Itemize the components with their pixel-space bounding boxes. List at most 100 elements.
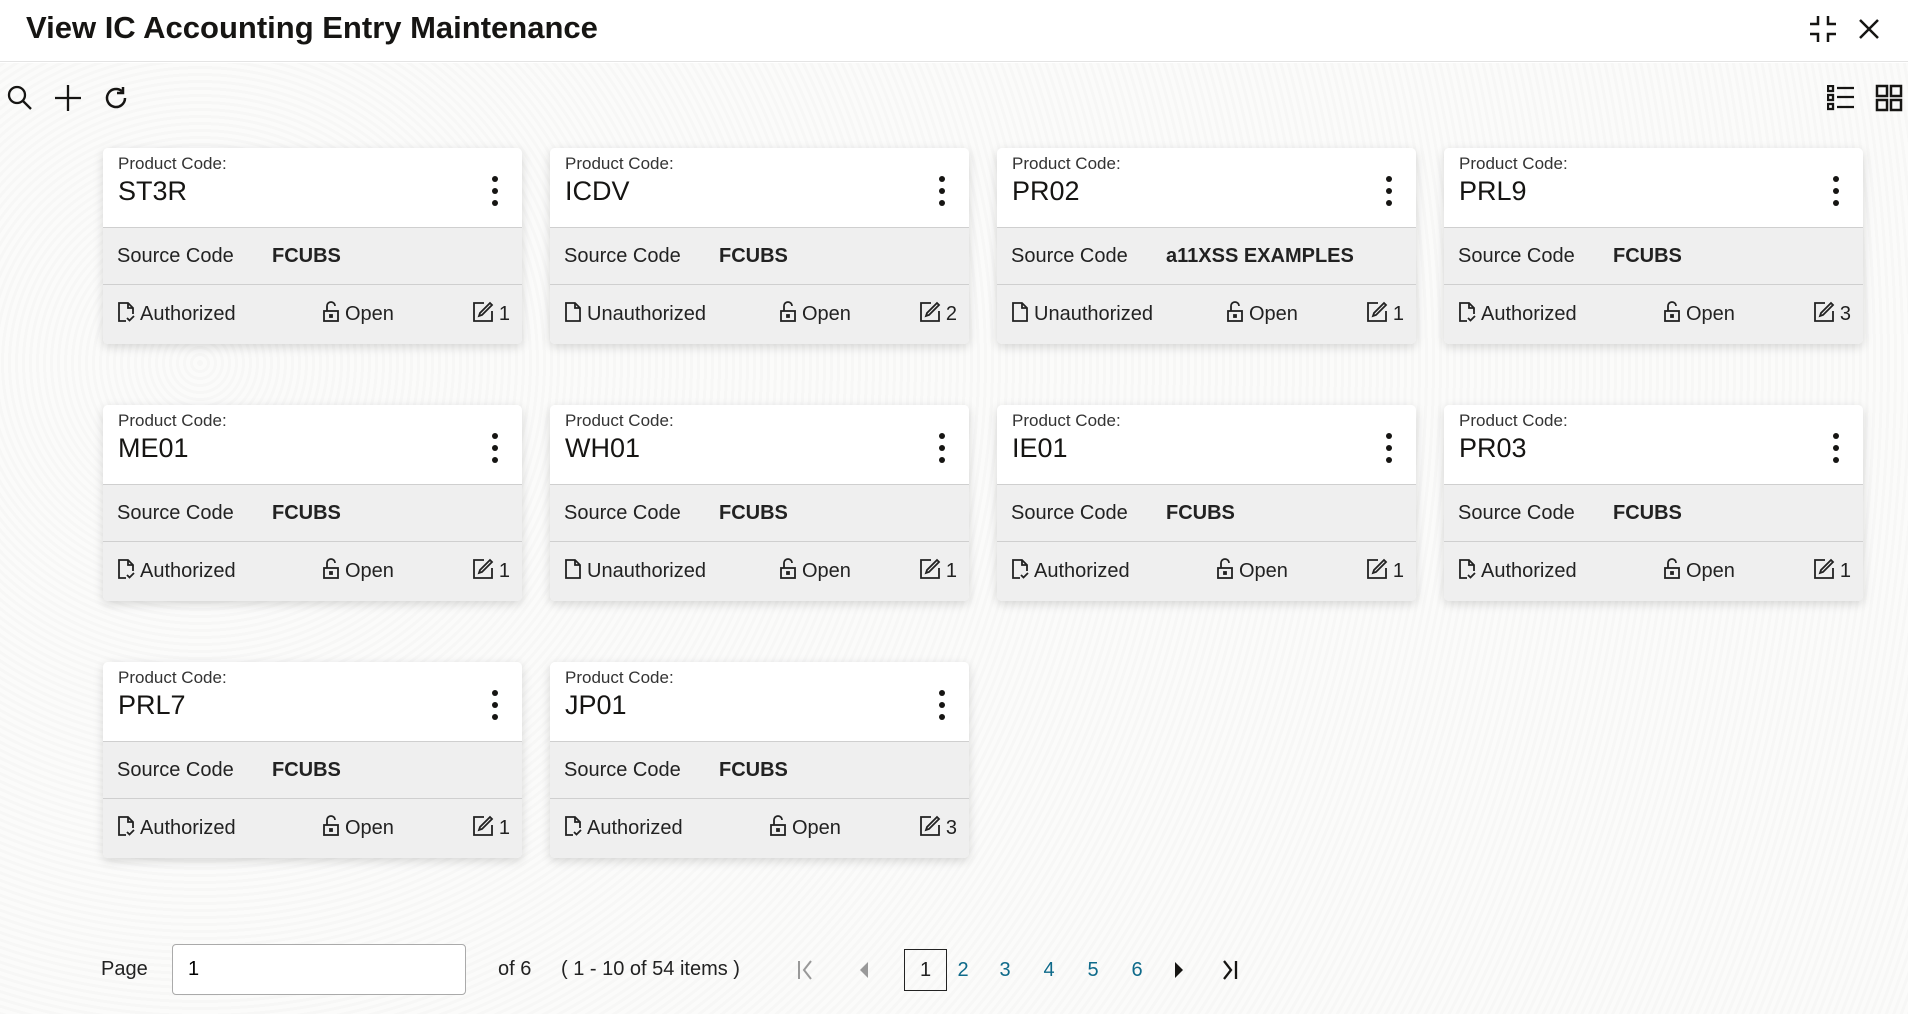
source-code-row: Source Code FCUBS bbox=[1444, 228, 1863, 285]
source-code-label: Source Code bbox=[117, 758, 234, 781]
source-code-row: Source Code FCUBS bbox=[1444, 485, 1863, 542]
record-status: Open bbox=[802, 303, 851, 325]
more-options-icon[interactable] bbox=[1831, 433, 1841, 463]
card-footer: Unauthorized Open 1 bbox=[997, 285, 1416, 344]
product-card[interactable]: Product Code: PRL9 Source Code FCUBS Aut… bbox=[1444, 148, 1863, 344]
product-code-label: Product Code: bbox=[118, 411, 227, 430]
minimize-icon[interactable] bbox=[1806, 12, 1840, 46]
product-code-label: Product Code: bbox=[1459, 154, 1568, 173]
version-count: 3 bbox=[1839, 303, 1851, 325]
edit-icon bbox=[919, 558, 941, 586]
version-count: 1 bbox=[498, 817, 510, 839]
auth-status: Unauthorized bbox=[1034, 303, 1153, 325]
product-card[interactable]: Product Code: IE01 Source Code FCUBS Aut… bbox=[997, 405, 1416, 601]
product-card[interactable]: Product Code: PR02 Source Code a11XSS EX… bbox=[997, 148, 1416, 344]
product-card[interactable]: Product Code: ICDV Source Code FCUBS Una… bbox=[550, 148, 969, 344]
card-footer: Authorized Open 1 bbox=[997, 542, 1416, 601]
list-view-icon[interactable] bbox=[1826, 83, 1856, 113]
edit-icon bbox=[1366, 558, 1388, 586]
auth-status: Authorized bbox=[140, 817, 236, 839]
product-card[interactable]: Product Code: WH01 Source Code FCUBS Una… bbox=[550, 405, 969, 601]
record-status: Open bbox=[1239, 560, 1288, 582]
record-status: Open bbox=[345, 817, 394, 839]
product-code-label: Product Code: bbox=[118, 154, 227, 173]
product-code-value: PRL9 bbox=[1459, 176, 1527, 206]
page-link[interactable]: 2 bbox=[957, 958, 969, 981]
source-code-label: Source Code bbox=[117, 501, 234, 524]
unlock-icon bbox=[779, 557, 797, 586]
card-header: Product Code: PR02 bbox=[997, 148, 1416, 228]
unlock-icon bbox=[1226, 300, 1244, 329]
source-code-value: FCUBS bbox=[1613, 501, 1682, 524]
edit-icon bbox=[919, 301, 941, 329]
source-code-value: FCUBS bbox=[1613, 244, 1682, 267]
card-footer: Authorized Open 3 bbox=[1444, 285, 1863, 344]
page-link[interactable]: 5 bbox=[1087, 958, 1099, 981]
source-code-row: Source Code FCUBS bbox=[550, 742, 969, 799]
card-header: Product Code: JP01 bbox=[550, 662, 969, 742]
last-page-icon[interactable] bbox=[1219, 954, 1239, 986]
product-card[interactable]: Product Code: PR03 Source Code FCUBS Aut… bbox=[1444, 405, 1863, 601]
card-footer: Unauthorized Open 2 bbox=[550, 285, 969, 344]
add-icon[interactable] bbox=[53, 83, 83, 113]
product-card[interactable]: Product Code: ME01 Source Code FCUBS Aut… bbox=[103, 405, 522, 601]
pagination: Page of 6 ( 1 - 10 of 54 items ) 12 3 4 5 6 bbox=[0, 944, 1908, 996]
page-input[interactable] bbox=[172, 944, 466, 995]
product-code-value: ME01 bbox=[118, 433, 189, 463]
page-link[interactable]: 1 bbox=[904, 949, 947, 991]
more-options-icon[interactable] bbox=[490, 690, 500, 720]
edit-icon bbox=[1813, 558, 1835, 586]
unlock-icon bbox=[1663, 557, 1681, 586]
grid-view-icon[interactable] bbox=[1874, 83, 1904, 113]
record-status: Open bbox=[1249, 303, 1298, 325]
edit-icon bbox=[1813, 301, 1835, 329]
auth-status: Authorized bbox=[140, 560, 236, 582]
page-link[interactable]: 3 bbox=[999, 958, 1011, 981]
source-code-value: FCUBS bbox=[719, 501, 788, 524]
source-code-row: Source Code FCUBS bbox=[103, 485, 522, 542]
more-options-icon[interactable] bbox=[490, 176, 500, 206]
page-link[interactable]: 6 bbox=[1131, 958, 1143, 981]
card-footer: Authorized Open 1 bbox=[103, 285, 522, 344]
unauthorized-document-icon bbox=[1011, 301, 1029, 329]
auth-status: Authorized bbox=[1034, 560, 1130, 582]
more-options-icon[interactable] bbox=[937, 433, 947, 463]
product-card[interactable]: Product Code: JP01 Source Code FCUBS Aut… bbox=[550, 662, 969, 858]
search-icon[interactable] bbox=[5, 83, 35, 113]
more-options-icon[interactable] bbox=[1384, 176, 1394, 206]
unlock-icon bbox=[322, 300, 340, 329]
more-options-icon[interactable] bbox=[937, 176, 947, 206]
source-code-label: Source Code bbox=[1458, 501, 1575, 524]
source-code-value: a11XSS EXAMPLES bbox=[1166, 244, 1354, 267]
source-code-row: Source Code FCUBS bbox=[103, 742, 522, 799]
version-count: 1 bbox=[1839, 560, 1851, 582]
close-icon[interactable] bbox=[1852, 12, 1886, 46]
source-code-label: Source Code bbox=[1011, 501, 1128, 524]
product-code-label: Product Code: bbox=[565, 154, 674, 173]
product-card[interactable]: Product Code: ST3R Source Code FCUBS Aut… bbox=[103, 148, 522, 344]
edit-icon bbox=[1366, 301, 1388, 329]
product-code-label: Product Code: bbox=[1012, 411, 1121, 430]
source-code-value: FCUBS bbox=[272, 501, 341, 524]
source-code-label: Source Code bbox=[564, 758, 681, 781]
more-options-icon[interactable] bbox=[1384, 433, 1394, 463]
card-header: Product Code: IE01 bbox=[997, 405, 1416, 485]
auth-status: Authorized bbox=[587, 817, 683, 839]
more-options-icon[interactable] bbox=[937, 690, 947, 720]
source-code-value: FCUBS bbox=[272, 758, 341, 781]
source-code-row: Source Code FCUBS bbox=[550, 228, 969, 285]
authorized-document-icon bbox=[117, 301, 135, 329]
product-code-value: ICDV bbox=[565, 176, 630, 206]
more-options-icon[interactable] bbox=[490, 433, 500, 463]
page-label: Page bbox=[101, 958, 148, 980]
card-header: Product Code: PRL9 bbox=[1444, 148, 1863, 228]
first-page-icon[interactable] bbox=[796, 954, 816, 986]
page-link[interactable]: 4 bbox=[1043, 958, 1055, 981]
more-options-icon[interactable] bbox=[1831, 176, 1841, 206]
refresh-icon[interactable] bbox=[101, 83, 131, 113]
product-code-label: Product Code: bbox=[1012, 154, 1121, 173]
next-page-icon[interactable] bbox=[1169, 954, 1189, 986]
product-card[interactable]: Product Code: PRL7 Source Code FCUBS Aut… bbox=[103, 662, 522, 858]
version-count: 1 bbox=[498, 303, 510, 325]
previous-page-icon[interactable] bbox=[854, 954, 874, 986]
